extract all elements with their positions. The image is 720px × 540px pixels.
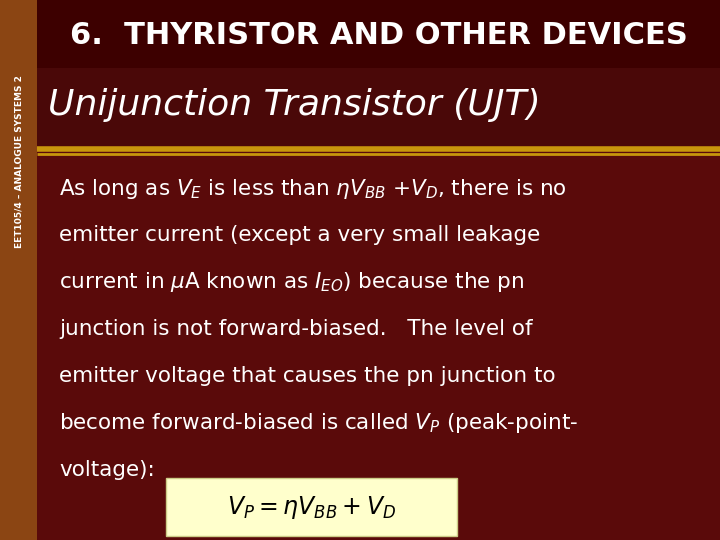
Text: As long as $V_E$ is less than $\eta V_{BB}$ $+V_D$, there is no: As long as $V_E$ is less than $\eta V_{B… [59, 177, 567, 201]
Text: emitter voltage that causes the pn junction to: emitter voltage that causes the pn junct… [59, 366, 556, 386]
FancyBboxPatch shape [37, 68, 720, 151]
FancyBboxPatch shape [0, 0, 720, 70]
Text: emitter current (except a very small leakage: emitter current (except a very small lea… [59, 225, 540, 245]
Text: junction is not forward-biased.   The level of: junction is not forward-biased. The leve… [59, 319, 533, 339]
Text: 6.  THYRISTOR AND OTHER DEVICES: 6. THYRISTOR AND OTHER DEVICES [70, 21, 688, 50]
Text: become forward-biased is called $V_P$ (peak-point-: become forward-biased is called $V_P$ (p… [59, 411, 578, 435]
FancyBboxPatch shape [0, 0, 37, 540]
Text: $V_P = \eta V_{BB} + V_D$: $V_P = \eta V_{BB} + V_D$ [227, 494, 396, 521]
Text: current in $\mu$A known as $I_{EO}$) because the pn: current in $\mu$A known as $I_{EO}$) bec… [59, 270, 524, 294]
FancyBboxPatch shape [166, 478, 457, 536]
Text: EET105/4 – ANALOGUE SYSTEMS 2: EET105/4 – ANALOGUE SYSTEMS 2 [14, 76, 23, 248]
Text: Unijunction Transistor (UJT): Unijunction Transistor (UJT) [48, 89, 541, 122]
Text: voltage):: voltage): [59, 460, 155, 480]
